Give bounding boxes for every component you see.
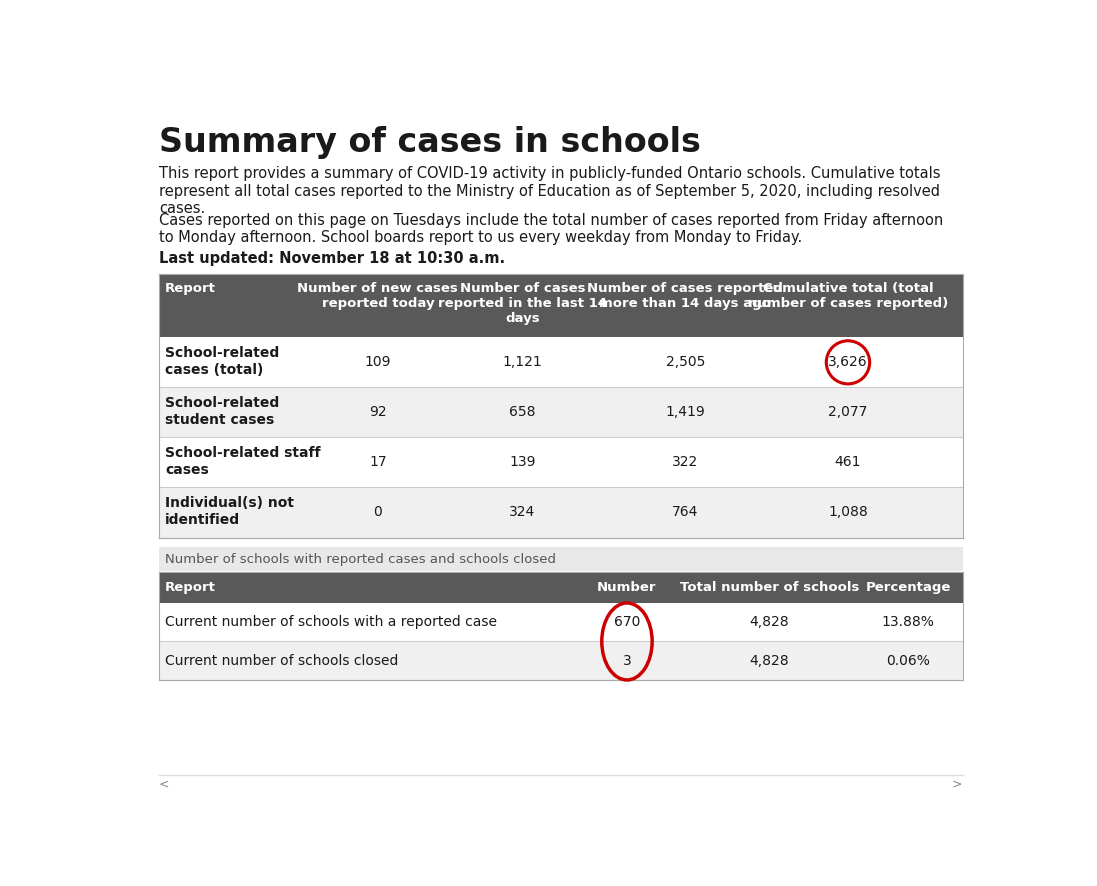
Text: >: >	[952, 778, 962, 791]
Text: Individual(s) not
identified: Individual(s) not identified	[165, 496, 294, 526]
Bar	[159, 487, 962, 538]
Text: 109: 109	[364, 355, 391, 369]
Text: Current number of schools with a reported case: Current number of schools with a reporte…	[165, 615, 497, 629]
Text: 461: 461	[835, 455, 861, 470]
Text: Current number of schools closed: Current number of schools closed	[165, 654, 398, 668]
Text: 17: 17	[369, 455, 386, 470]
Text: 3,626: 3,626	[828, 355, 868, 369]
Text: School-related
student cases: School-related student cases	[165, 396, 280, 426]
Text: Last updated: November 18 at 10:30 a.m.: Last updated: November 18 at 10:30 a.m.	[159, 251, 505, 266]
Text: 92: 92	[369, 406, 386, 419]
Text: 3: 3	[623, 654, 632, 668]
Text: Number of schools with reported cases and schools closed: Number of schools with reported cases an…	[165, 553, 556, 566]
Text: Percentage: Percentage	[866, 581, 951, 595]
Bar	[159, 641, 962, 680]
Text: School-related
cases (total): School-related cases (total)	[165, 346, 280, 377]
Bar	[159, 603, 962, 641]
Bar	[159, 547, 962, 571]
Text: 322: 322	[672, 455, 699, 470]
Text: This report provides a summary of COVID-19 activity in publicly-funded Ontario s: This report provides a summary of COVID-…	[159, 167, 940, 216]
Text: Number: Number	[597, 581, 657, 595]
Text: 0: 0	[373, 506, 382, 519]
Text: 1,088: 1,088	[828, 506, 868, 519]
Text: School-related staff
cases: School-related staff cases	[165, 447, 320, 477]
Text: Number of cases
reported in the last 14
days: Number of cases reported in the last 14 …	[438, 282, 607, 325]
Text: Number of new cases
reported today: Number of new cases reported today	[297, 282, 459, 310]
Text: 658: 658	[509, 406, 535, 419]
Text: 139: 139	[509, 455, 535, 470]
Text: 4,828: 4,828	[750, 654, 790, 668]
Text: Report: Report	[165, 581, 216, 595]
Bar	[159, 438, 962, 487]
Text: 670: 670	[614, 615, 641, 629]
Bar	[159, 572, 962, 603]
Text: 0.06%: 0.06%	[886, 654, 930, 668]
Text: Total number of schools: Total number of schools	[680, 581, 859, 595]
Text: 1,419: 1,419	[666, 406, 705, 419]
Text: 4,828: 4,828	[750, 615, 790, 629]
Text: 324: 324	[509, 506, 535, 519]
Bar	[159, 274, 962, 338]
Bar	[159, 387, 962, 438]
Bar	[159, 338, 962, 387]
Text: 2,077: 2,077	[828, 406, 868, 419]
Text: 13.88%: 13.88%	[882, 615, 935, 629]
Text: 764: 764	[672, 506, 699, 519]
Text: Number of cases reported
more than 14 days ago: Number of cases reported more than 14 da…	[587, 282, 783, 310]
Text: 1,121: 1,121	[502, 355, 542, 369]
Text: Summary of cases in schools: Summary of cases in schools	[159, 127, 701, 159]
Text: 2,505: 2,505	[666, 355, 705, 369]
Text: Report: Report	[165, 282, 216, 295]
Text: Cases reported on this page on Tuesdays include the total number of cases report: Cases reported on this page on Tuesdays …	[159, 213, 943, 245]
Text: <: <	[159, 778, 169, 791]
Text: Cumulative total (total
number of cases reported): Cumulative total (total number of cases …	[748, 282, 948, 310]
